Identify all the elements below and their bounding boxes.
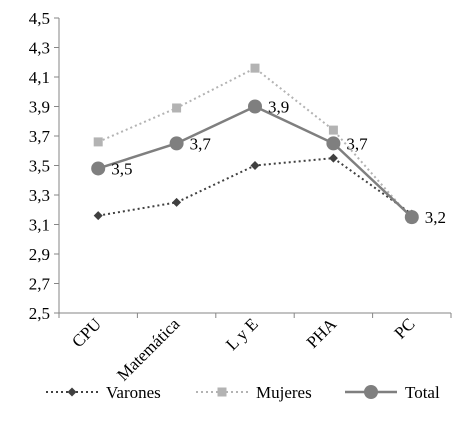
- y-tick-label: 2,5: [29, 304, 50, 323]
- y-tick-label: 3,5: [29, 157, 50, 176]
- y-tick-label: 2,9: [29, 245, 50, 264]
- legend-marker-varones: [67, 387, 77, 397]
- x-tick-label-pha: PHA: [303, 314, 341, 352]
- legend-label-mujeres: Mujeres: [256, 383, 312, 402]
- x-tick-label-pc: PC: [390, 314, 418, 342]
- data-point-mujeres: [172, 103, 182, 113]
- legend-label-total: Total: [405, 383, 440, 402]
- legend-label-varones: Varones: [106, 383, 161, 402]
- legend-marker-total: [364, 385, 378, 399]
- data-label-total: 3,9: [268, 98, 289, 117]
- x-tick-label-l-y-e: L y E: [222, 314, 262, 354]
- legend-marker-mujeres: [217, 387, 227, 397]
- y-tick-label: 3,1: [29, 216, 50, 235]
- x-tick-label-cpu: CPU: [68, 314, 105, 351]
- data-point-mujeres: [93, 137, 103, 147]
- x-tick-labels: CPU Matemática L y E PHA PC: [68, 314, 418, 385]
- data-labels: 3,5 3,7 3,9 3,7 3,2: [111, 98, 446, 228]
- data-point-total: [91, 161, 106, 176]
- series-line-mujeres: [97, 66, 413, 220]
- data-point-total: [248, 99, 262, 114]
- y-tick-label: 4,3: [29, 39, 50, 58]
- data-point-total: [326, 136, 341, 151]
- y-tick-label: 3,7: [29, 127, 51, 146]
- data-point-varones: [328, 153, 338, 163]
- legend: Varones Mujeres Total: [46, 383, 440, 402]
- y-tick-labels: 2,5 2,7 2,9 3,1 3,3 3,5 3,7 3,9 4,1 4,3 4,5: [29, 9, 51, 323]
- data-point-varones: [93, 211, 103, 221]
- data-label-total: 3,7: [190, 134, 212, 153]
- data-label-total: 3,7: [346, 134, 368, 153]
- y-tick-label: 3,3: [29, 186, 50, 205]
- data-point-mujeres: [328, 125, 338, 135]
- series-lines: [91, 63, 419, 225]
- x-tick-label-matematica: Matemática: [113, 314, 183, 384]
- data-label-total: 3,2: [425, 208, 446, 227]
- data-point-mujeres: [250, 63, 260, 73]
- axes: [54, 17, 452, 318]
- data-point-varones: [250, 161, 260, 170]
- y-tick-label: 3,9: [29, 98, 50, 117]
- data-point-total: [169, 136, 184, 151]
- data-label-total: 3,5: [111, 159, 132, 178]
- y-tick-label: 4,5: [29, 9, 50, 28]
- data-point-varones: [172, 197, 182, 207]
- y-tick-label: 2,7: [29, 275, 51, 294]
- y-tick-label: 4,1: [29, 68, 50, 87]
- data-point-total: [404, 210, 419, 225]
